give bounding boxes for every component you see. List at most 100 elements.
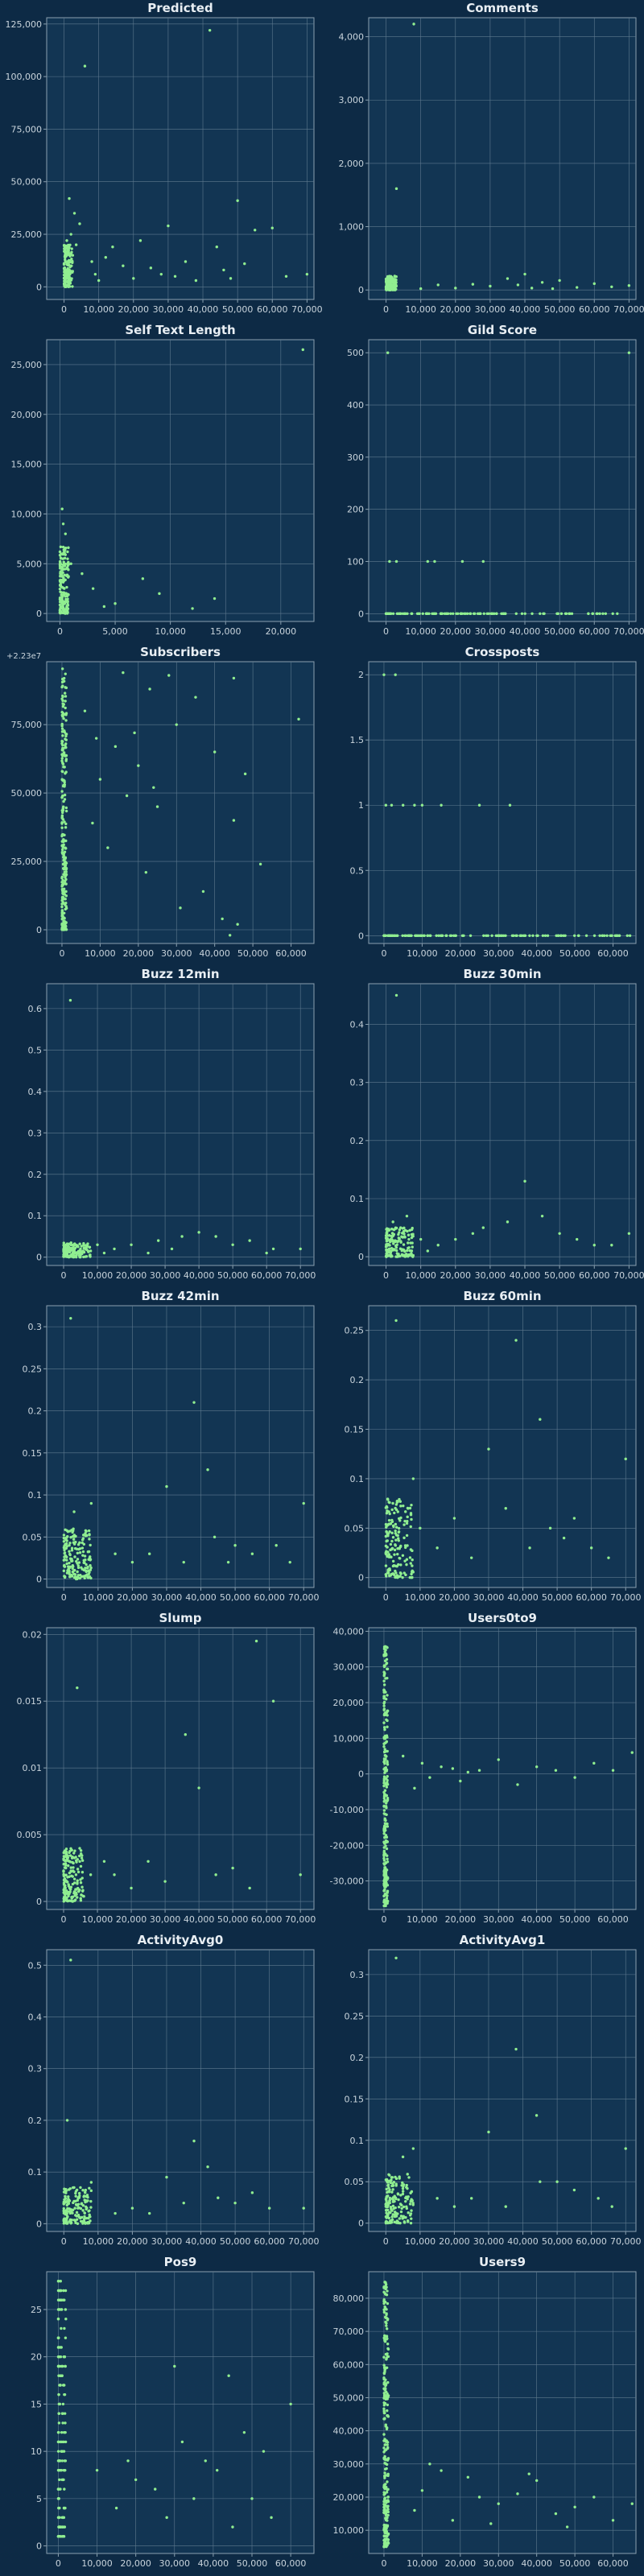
data-point [386,1884,390,1887]
data-point [71,1530,74,1534]
data-point [64,839,68,843]
data-point [66,557,69,560]
data-point [385,2366,389,2369]
data-point [64,2459,68,2462]
data-point [62,276,66,280]
data-point [425,612,429,615]
data-point [59,545,63,549]
data-point [90,260,93,263]
data-point [62,854,65,857]
data-point [83,1554,87,1558]
data-point [385,2467,388,2471]
data-point [403,1249,407,1253]
data-point [382,1742,386,1745]
data-point [397,1236,400,1240]
data-point [382,2355,386,2359]
data-point [397,1530,401,1534]
data-point [592,1761,596,1765]
y-tick-label: 300 [347,452,364,463]
data-point [382,1812,386,1815]
data-point [398,2202,402,2206]
data-point [89,2219,92,2223]
data-point [57,2412,60,2415]
data-point [68,1572,72,1576]
data-point [410,1503,413,1507]
data-point [89,2189,93,2193]
data-point [384,2208,388,2212]
data-point [402,2185,405,2188]
x-tick-label: 60,000 [251,1270,283,1281]
data-point [72,1881,76,1885]
data-point [496,934,499,937]
data-point [69,1241,72,1245]
data-point [396,1552,399,1556]
data-point [391,2213,394,2216]
chart-title: Buzz 42min [141,1289,219,1303]
data-point [384,2443,387,2446]
data-point [70,1529,73,1532]
data-point [420,2489,424,2492]
data-point [254,1639,258,1643]
data-points [62,1959,305,2225]
data-point [80,1859,85,1862]
data-point [63,248,67,252]
data-point [63,893,67,896]
chart-panel: Crossposts 0 10,000 20,000 30,000 40,000 50,00… [322,644,644,966]
data-point [68,1245,71,1249]
data-point [71,1895,75,1899]
data-point [546,934,550,937]
data-point [63,284,66,287]
data-point [84,2188,88,2192]
data-point [68,1557,72,1560]
x-tick-label: 70,000 [613,626,644,637]
y-tick-label: 40,000 [333,1626,365,1637]
data-point [79,1247,82,1251]
x-tick-label: 50,000 [220,2236,251,2247]
data-point [64,2197,68,2200]
data-point [289,2402,292,2406]
data-point [66,266,69,270]
data-point [502,612,506,615]
data-point [60,727,64,730]
y-tick-label: 4,000 [339,32,365,43]
data-point [405,1558,409,1561]
data-point [84,1558,87,1562]
data-point [63,1245,66,1249]
data-point [85,1245,89,1248]
data-point [431,612,434,615]
data-points [384,351,631,615]
data-point [409,2221,413,2225]
x-tick-label: 40,000 [184,1914,215,1925]
data-point [147,1251,150,1255]
data-point [382,673,386,676]
data-point [395,1564,398,1568]
data-point [60,2326,63,2330]
data-point [60,748,64,752]
data-point [76,1564,80,1567]
data-point [406,1506,410,1510]
data-point [68,2187,72,2190]
x-tick-label: 10,000 [83,304,114,315]
data-point [236,923,239,926]
x-tick-label: 50,000 [222,304,254,315]
y-tick-label: 125,000 [6,19,43,30]
data-point [382,1779,386,1782]
data-point [62,716,65,720]
data-point [84,1532,87,1535]
y-tick-label: 0.05 [345,1523,365,1534]
data-point [59,599,62,602]
data-point [540,281,544,284]
data-point [70,247,73,250]
data-point [591,612,594,615]
y-tick-label: 0 [36,1897,42,1907]
data-point [58,550,62,554]
data-point [460,559,464,564]
data-point [68,285,72,288]
data-point [607,1556,610,1559]
plot-area [46,2271,315,2554]
data-point [459,1779,462,1783]
data-point [386,276,389,279]
x-tick-label: 30,000 [159,2558,191,2569]
